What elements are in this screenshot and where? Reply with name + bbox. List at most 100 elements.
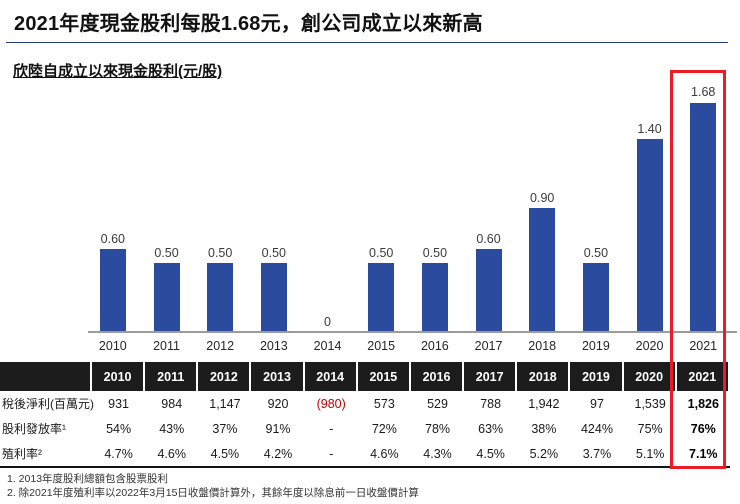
- x-axis-tick-2014: 2014: [313, 339, 342, 353]
- table-header-2015: 2015: [357, 362, 411, 391]
- bar-chart: 0.60 0.50 0.50 0.50 0 0.50 0.50 0.60 0.90 0.50 1.4…: [86, 86, 730, 332]
- x-axis-tick-2021: 2021: [689, 339, 718, 353]
- row-label-1: 股利發放率¹: [2, 422, 66, 436]
- table-cell: 5.1%: [635, 446, 665, 461]
- bar-column-2015: 0.50: [354, 86, 408, 332]
- table-cell: 4.2%: [263, 446, 293, 461]
- x-axis-labels: 2010 2011 2012 2013 2014 2015 2016 2017 2018 2019…: [86, 339, 730, 353]
- bar: [260, 263, 287, 332]
- data-table: 2010 2011 2012 2013 2014 2015 2016 2017 2018 2019…: [0, 362, 730, 468]
- bar-value-label: 0.50: [261, 245, 287, 260]
- bar: [368, 263, 395, 332]
- x-axis-tick-2020: 2020: [635, 339, 664, 353]
- table-cell: 529: [427, 396, 448, 411]
- x-axis-tick-2015: 2015: [367, 339, 396, 353]
- bar-column-2012: 0.50: [193, 86, 247, 332]
- bar-value-label: 0.50: [369, 245, 394, 260]
- table-cell: 424%: [580, 421, 613, 436]
- x-axis-tick-2017: 2017: [474, 339, 503, 353]
- bar-value-label: 0: [324, 314, 331, 329]
- table-cell: 38%: [531, 421, 557, 436]
- table-cell: 1,147: [209, 396, 241, 411]
- table-header-2011: 2011: [145, 362, 199, 391]
- table-cell: 91%: [265, 421, 291, 436]
- bar-value-label: 0.50: [154, 245, 179, 260]
- bar-value-label: 0.50: [583, 245, 609, 260]
- bar-column-2013: 0.50: [247, 86, 301, 332]
- bar: [582, 263, 609, 332]
- table-cell: 75%: [637, 421, 663, 436]
- table-cell: 97: [590, 396, 604, 411]
- table-cell: 4.6%: [157, 446, 186, 461]
- chart-title: 欣陸自成立以來現金股利(元/股): [13, 63, 223, 80]
- bar-value-label: 0.60: [476, 231, 501, 246]
- table-cell: 573: [373, 396, 395, 411]
- bar-value-label: 1.68: [691, 85, 716, 99]
- table-header-2012: 2012: [198, 362, 252, 391]
- bar: [99, 249, 126, 332]
- table-cell: 5.2%: [529, 446, 559, 461]
- table-cell: 7.1%: [689, 446, 718, 461]
- bar-column-2018: 0.90: [515, 86, 569, 332]
- table-grid: 2010 2011 2012 2013 2014 2015 2016 2017 2018 2019…: [0, 362, 730, 466]
- table-cell: 4.6%: [370, 446, 399, 461]
- bar-column-2021: 1.68: [676, 86, 730, 332]
- bar-value-label: 0.50: [422, 245, 448, 260]
- table-cell: 78%: [425, 421, 451, 436]
- table-header-2014: 2014: [304, 362, 358, 391]
- bar: [690, 102, 717, 332]
- table-cell: 4.5%: [210, 446, 240, 461]
- table-header-2016: 2016: [410, 362, 465, 391]
- table-header-2020: 2020: [623, 362, 677, 391]
- title-divider: [6, 42, 728, 45]
- table-header-2021: 2021: [676, 362, 730, 391]
- page-title: 2021年度現金股利每股1.68元，創公司成立以來新高: [14, 13, 483, 35]
- table-cell: 63%: [478, 421, 504, 436]
- x-axis-tick-2013: 2013: [259, 339, 288, 353]
- table-cell: 1,539: [634, 396, 666, 411]
- x-axis-tick-2016: 2016: [420, 339, 449, 353]
- bar: [475, 249, 502, 332]
- table-cell: 54%: [106, 421, 132, 436]
- footnote-2: 2. 除2021年度殖利率以2022年3月15日收盤價計算外，其餘年度以除息前一…: [7, 486, 419, 499]
- bar-column-2017: 0.60: [462, 86, 516, 332]
- bar: [207, 263, 234, 332]
- bar: [529, 208, 556, 332]
- table-header-2017: 2017: [464, 362, 518, 391]
- footnotes: 1. 2013年度股利總額包含股票股利 2. 除2021年度殖利率以2022年3…: [7, 473, 419, 501]
- x-axis-tick-2019: 2019: [581, 339, 610, 353]
- x-axis-tick-2012: 2012: [206, 339, 235, 353]
- table-cell: 4.5%: [476, 446, 505, 461]
- table-cell: 76%: [690, 421, 716, 436]
- x-axis-tick-2011: 2011: [153, 339, 180, 353]
- bar-value-label: 0.90: [530, 190, 555, 205]
- table-cell: (980): [316, 396, 346, 411]
- bar-value-label: 1.40: [637, 121, 662, 136]
- table-cell: 3.7%: [582, 446, 612, 461]
- table-cell: 984: [161, 396, 183, 411]
- x-axis-tick-2018: 2018: [528, 339, 557, 353]
- bar-value-label: 0.50: [208, 245, 233, 260]
- table-cell: 1,826: [687, 396, 719, 411]
- table-cell: -: [329, 446, 334, 461]
- bar-column-2011: 0.50: [140, 86, 194, 332]
- table-cell: 920: [267, 396, 289, 411]
- table-cell: 1,942: [528, 396, 560, 411]
- table-cell: 788: [480, 396, 502, 411]
- table-header-2010: 2010: [92, 362, 146, 391]
- table-header-corner: [0, 362, 92, 391]
- table-header-2019: 2019: [570, 362, 624, 391]
- row-label-0: 稅後淨利(百萬元): [2, 397, 94, 411]
- bar: [153, 263, 180, 332]
- bar-column-2010: 0.60: [86, 86, 140, 332]
- table-cell: 43%: [159, 421, 185, 436]
- row-label-2: 殖利率²: [2, 447, 42, 461]
- table-header-2018: 2018: [517, 362, 571, 391]
- table-cell: 4.3%: [423, 446, 452, 461]
- table-cell: -: [329, 421, 334, 436]
- bar-column-2020: 1.40: [623, 86, 677, 332]
- table-cell: 37%: [212, 421, 238, 436]
- table-cell: 4.7%: [104, 446, 133, 461]
- table-header-2013: 2013: [251, 362, 305, 391]
